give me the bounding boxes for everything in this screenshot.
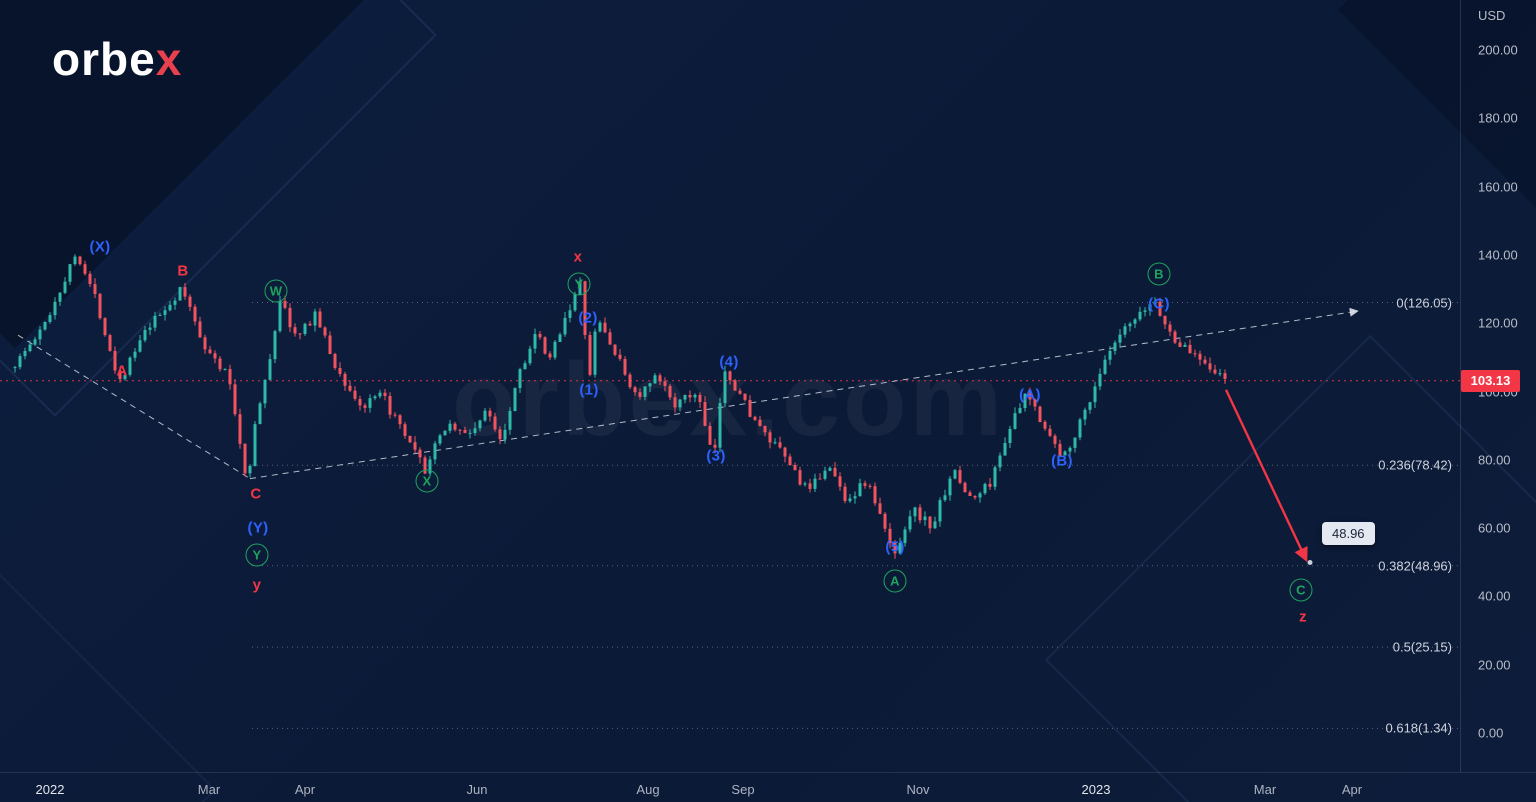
wave-label-blue[interactable]: (X): [89, 238, 111, 256]
price-tick-label: 80.00: [1478, 452, 1511, 468]
current-price-badge: 103.13: [1461, 369, 1520, 392]
price-tick-label: 60.00: [1478, 520, 1511, 536]
wave-label-circled[interactable]: Y: [567, 272, 591, 296]
price-axis[interactable]: USD 200.00180.00160.00140.00120.00100.00…: [1460, 0, 1536, 772]
wave-label-circled[interactable]: X: [415, 469, 439, 493]
watermark-text: orbex.com: [452, 342, 1005, 458]
trendlines[interactable]: [17, 307, 1359, 480]
time-tick-label: Nov: [906, 782, 930, 797]
wave-label-circled[interactable]: B: [1147, 262, 1171, 286]
price-tick-label: 120.00: [1478, 315, 1518, 331]
wave-label-red[interactable]: C: [250, 485, 262, 503]
fib-level-label[interactable]: 0.236(78.42): [1378, 457, 1452, 473]
wave-label-blue[interactable]: (1): [579, 381, 599, 399]
time-tick-label: Mar: [197, 782, 221, 797]
price-tick-label: 20.00: [1478, 657, 1511, 673]
time-tick-label: 2022: [35, 782, 65, 797]
currency-unit-label: USD: [1478, 8, 1506, 23]
wave-label-blue[interactable]: (4): [719, 353, 739, 371]
wave-label-red[interactable]: B: [177, 262, 189, 280]
wave-label-blue[interactable]: (5): [885, 538, 905, 556]
wave-label-blue[interactable]: (B): [1051, 452, 1073, 470]
price-tick-label: 200.00: [1478, 42, 1518, 58]
fib-level-label[interactable]: 0.5(25.15): [1392, 639, 1452, 655]
time-tick-label: Aug: [636, 782, 660, 797]
time-tick-label: Mar: [1253, 782, 1277, 797]
wave-label-blue[interactable]: (2): [578, 309, 598, 327]
wave-label-red[interactable]: A: [116, 362, 128, 380]
projection-arrow[interactable]: [1224, 389, 1313, 565]
wave-label-red[interactable]: z: [1299, 608, 1307, 626]
time-tick-label: Jun: [466, 782, 488, 797]
wave-label-red[interactable]: y: [252, 576, 262, 594]
fib-level-label[interactable]: 0.382(48.96): [1378, 558, 1452, 574]
time-tick-label: 2023: [1081, 782, 1111, 797]
price-tick-label: 140.00: [1478, 247, 1518, 263]
wave-label-blue[interactable]: (Y): [247, 519, 269, 537]
wave-label-blue[interactable]: (A): [1019, 386, 1041, 404]
price-tick-label: 160.00: [1478, 179, 1518, 195]
fib-level-label[interactable]: 0.618(1.34): [1385, 720, 1453, 736]
price-tick-label: 180.00: [1478, 110, 1518, 126]
wave-label-circled[interactable]: C: [1289, 578, 1313, 602]
wave-label-red[interactable]: x: [573, 248, 583, 266]
time-tick-label: Apr: [294, 782, 316, 797]
price-tick-label: 40.00: [1478, 588, 1511, 604]
brand-logo-accent: x: [155, 33, 183, 85]
wave-label-circled[interactable]: W: [264, 279, 288, 303]
brand-logo-text: orbe: [52, 33, 156, 85]
drawing-anchor-dot: [1307, 560, 1313, 565]
target-price-tooltip: 48.96: [1322, 522, 1375, 545]
brand-logo: orbex: [52, 32, 182, 86]
wave-label-blue[interactable]: (3): [706, 447, 726, 465]
wave-label-circled[interactable]: Y: [245, 543, 269, 567]
price-tick-label: 0.00: [1478, 725, 1504, 741]
candles: [13, 254, 1227, 559]
wave-label-blue[interactable]: (C): [1148, 295, 1170, 313]
time-tick-label: Sep: [731, 782, 755, 797]
time-tick-label: Apr: [1341, 782, 1363, 797]
fib-level-label[interactable]: 0(126.05): [1396, 295, 1452, 311]
wave-label-circled[interactable]: A: [883, 569, 907, 593]
time-axis[interactable]: 2022 Mar Apr Jun Aug Sep Nov 2023 Mar Apr: [0, 772, 1536, 802]
